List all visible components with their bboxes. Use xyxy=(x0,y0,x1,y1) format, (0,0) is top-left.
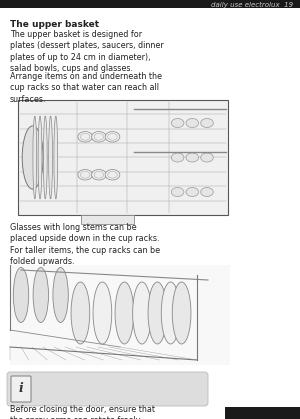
Ellipse shape xyxy=(78,170,92,180)
Ellipse shape xyxy=(186,153,199,162)
Ellipse shape xyxy=(22,126,43,189)
Ellipse shape xyxy=(71,282,90,344)
Ellipse shape xyxy=(93,282,112,344)
Ellipse shape xyxy=(171,153,184,162)
Ellipse shape xyxy=(171,119,184,127)
Ellipse shape xyxy=(115,282,134,344)
FancyBboxPatch shape xyxy=(11,376,31,402)
Ellipse shape xyxy=(92,132,106,142)
Bar xyxy=(225,407,300,419)
Ellipse shape xyxy=(105,132,120,142)
Text: Before closing the door, ensure that
the spray arms can rotate freely.: Before closing the door, ensure that the… xyxy=(10,405,155,419)
Ellipse shape xyxy=(201,187,213,197)
Text: daily use electrolux  19: daily use electrolux 19 xyxy=(211,2,293,8)
Ellipse shape xyxy=(105,170,120,180)
Ellipse shape xyxy=(92,170,106,180)
Ellipse shape xyxy=(186,119,199,127)
Bar xyxy=(81,215,134,224)
Ellipse shape xyxy=(133,282,152,344)
Ellipse shape xyxy=(172,282,191,344)
Text: The upper basket: The upper basket xyxy=(10,20,99,29)
Ellipse shape xyxy=(54,116,58,199)
Text: Glasses with long stems can be
placed upside down in the cup racks.
For taller i: Glasses with long stems can be placed up… xyxy=(10,223,160,266)
Ellipse shape xyxy=(38,116,42,199)
Ellipse shape xyxy=(201,153,213,162)
Bar xyxy=(18,100,228,215)
Ellipse shape xyxy=(148,282,167,344)
Text: The upper basket is designed for
plates (dessert plates, saucers, dinner
plates : The upper basket is designed for plates … xyxy=(10,30,164,73)
Ellipse shape xyxy=(33,267,49,323)
Bar xyxy=(0,0,300,8)
Ellipse shape xyxy=(161,282,180,344)
Ellipse shape xyxy=(78,132,92,142)
Ellipse shape xyxy=(53,267,68,323)
FancyBboxPatch shape xyxy=(7,372,208,406)
Text: Arrange items on and underneath the
cup racks so that water can reach all
surfac: Arrange items on and underneath the cup … xyxy=(10,72,162,104)
Ellipse shape xyxy=(49,116,52,199)
Bar xyxy=(10,265,230,365)
Ellipse shape xyxy=(44,116,47,199)
Ellipse shape xyxy=(13,267,29,323)
Text: i: i xyxy=(19,383,23,396)
Ellipse shape xyxy=(171,187,184,197)
Ellipse shape xyxy=(186,187,199,197)
Ellipse shape xyxy=(33,116,37,199)
Ellipse shape xyxy=(201,119,213,127)
